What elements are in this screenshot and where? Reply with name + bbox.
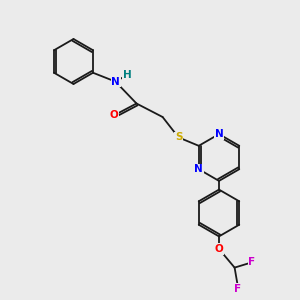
Text: S: S: [175, 132, 182, 142]
Text: N: N: [214, 129, 224, 139]
Text: H: H: [122, 70, 131, 80]
Text: O: O: [214, 244, 224, 254]
Text: N: N: [111, 76, 120, 87]
Text: F: F: [248, 257, 256, 267]
Text: F: F: [234, 284, 241, 294]
Text: O: O: [110, 110, 118, 120]
Text: N: N: [194, 164, 203, 174]
